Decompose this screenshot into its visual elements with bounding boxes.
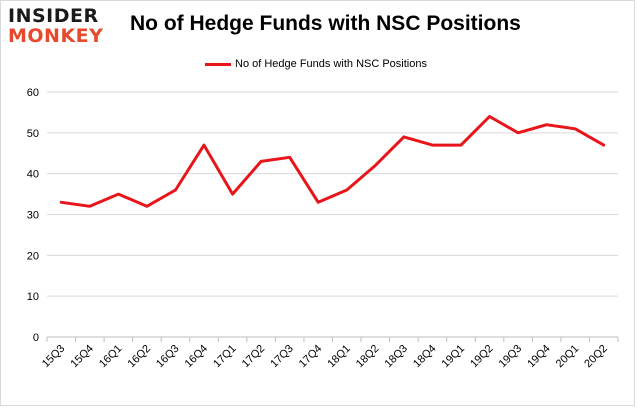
x-tick-label: 19Q2 xyxy=(468,343,496,371)
insider-monkey-logo: INSIDER MONKEY xyxy=(8,6,120,52)
x-tick-label: 16Q4 xyxy=(183,343,211,371)
x-tick-label: 18Q4 xyxy=(411,343,439,371)
x-tick-label: 17Q4 xyxy=(297,343,325,371)
y-tick-label: 10 xyxy=(27,291,39,303)
x-tick-label: 19Q3 xyxy=(497,343,525,371)
logo-line-1: INSIDER xyxy=(8,5,99,27)
chart-legend: No of Hedge Funds with NSC Positions xyxy=(205,56,427,72)
x-tick-label: 19Q4 xyxy=(525,343,553,371)
x-tick-label: 17Q1 xyxy=(211,343,239,371)
logo-line-2: MONKEY xyxy=(8,25,104,47)
y-tick-label: 30 xyxy=(27,210,39,222)
y-tick-label: 40 xyxy=(27,169,39,181)
y-tick-label: 60 xyxy=(27,87,39,99)
y-tick-label: 0 xyxy=(33,332,39,344)
x-tick-label: 20Q2 xyxy=(582,343,610,371)
legend-label: No of Hedge Funds with NSC Positions xyxy=(235,58,427,70)
x-tick-label: 18Q2 xyxy=(354,343,382,371)
x-tick-label: 18Q1 xyxy=(325,343,353,371)
x-tick-label: 15Q3 xyxy=(40,343,68,371)
x-tick-label: 16Q1 xyxy=(97,343,125,371)
y-tick-label: 20 xyxy=(27,250,39,262)
legend-swatch xyxy=(205,62,231,66)
x-tick-label: 15Q4 xyxy=(68,343,96,371)
x-tick-label: 16Q3 xyxy=(154,343,182,371)
x-tick-label: 17Q3 xyxy=(268,343,296,371)
x-tick-label: 19Q1 xyxy=(440,343,468,371)
x-tick-label: 20Q1 xyxy=(554,343,582,371)
y-tick-label: 50 xyxy=(27,128,39,140)
series-line xyxy=(59,115,606,208)
x-tick-label: 16Q2 xyxy=(126,343,154,371)
chart-title: No of Hedge Funds with NSC Positions xyxy=(130,12,521,35)
x-tick-label: 18Q3 xyxy=(382,343,410,371)
x-tick-label: 17Q2 xyxy=(240,343,268,371)
